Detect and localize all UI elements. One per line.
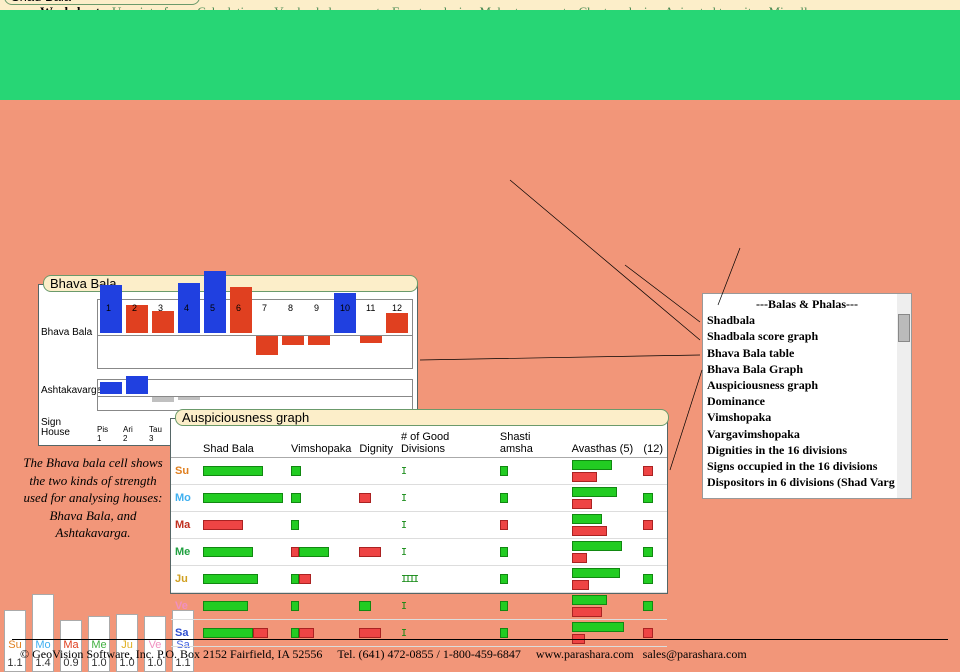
options-menu[interactable]: ---Balas & Phalas--- ShadbalaShadbala sc… <box>702 293 912 499</box>
auspiciousness-panel: Auspiciousness graph Shad BalaVimshopaka… <box>170 418 668 594</box>
menu-item[interactable]: Auspiciousness graph <box>707 377 907 393</box>
menu-item[interactable]: Vimshopaka <box>707 409 907 425</box>
row-label: Bhava Bala <box>41 327 92 338</box>
shad-bala-bars-panel: Shad Bala Su1.1Mo1.4Ma0.9Me1.0Ju1.0Ve1.0… <box>0 93 200 233</box>
menu-item[interactable]: Dominance <box>707 393 907 409</box>
menu-item[interactable]: Bhava Bala table <box>707 345 907 361</box>
footer-text: © GeoVision Software, Inc. P.O. Box 2152… <box>20 647 747 662</box>
menu-item[interactable]: Shadbala score graph <box>707 328 907 344</box>
menu-item[interactable]: Vargavimshopaka <box>707 426 907 442</box>
row-label: House <box>41 427 70 438</box>
panel-title: Shad Bala <box>4 0 200 5</box>
scrollbar[interactable] <box>897 294 911 498</box>
caption-text: The Bhava bala cell shows the two kinds … <box>18 454 168 542</box>
menu-item[interactable]: Bhava Bala Graph <box>707 361 907 377</box>
menu-item[interactable]: Dignities in the 16 divisions <box>707 442 907 458</box>
menu-item[interactable]: Signs occupied in the 16 divisions <box>707 458 907 474</box>
menu-item[interactable]: Dispositors in 6 divisions (Shad Varg <box>707 474 907 490</box>
menu-item[interactable]: Shadbala <box>707 312 907 328</box>
panel-title: Auspiciousness graph <box>175 409 669 426</box>
menu-header: ---Balas & Phalas--- <box>707 296 907 312</box>
row-label: Ashtakavarga <box>41 385 102 396</box>
scrollbar-thumb[interactable] <box>898 314 910 342</box>
